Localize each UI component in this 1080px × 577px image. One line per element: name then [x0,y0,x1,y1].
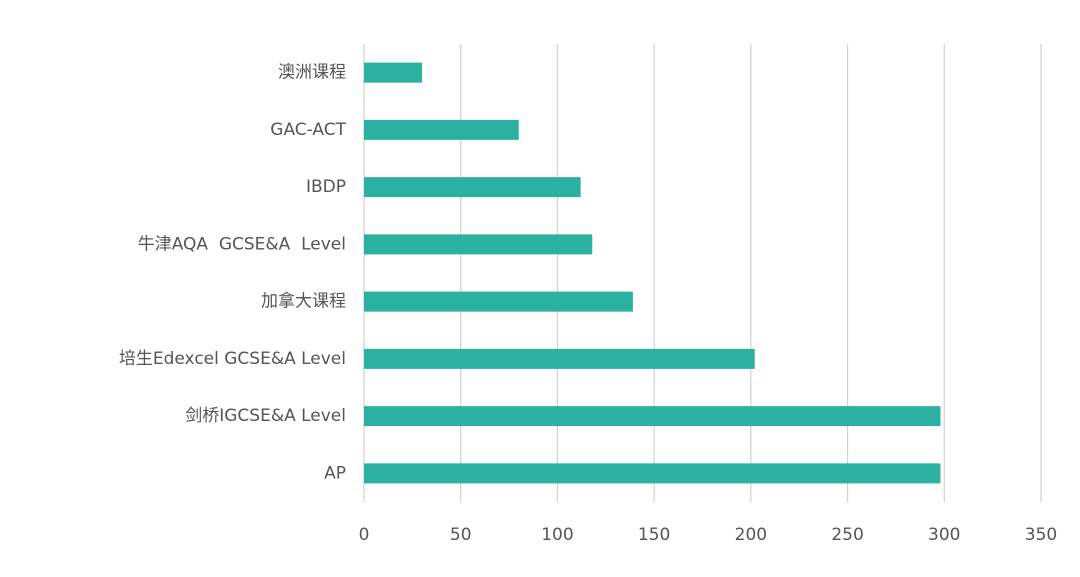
x-tick-label: 50 [450,525,472,545]
y-tick-label: 牛津AQA GCSE&A Level [138,234,346,254]
bar [364,119,519,140]
bar [364,234,593,255]
y-tick-label: 培生Edexcel GCSE&A Level [119,349,346,369]
y-tick-label: 剑桥IGCSE&A Level [185,406,346,426]
x-tick-label: 0 [359,525,370,545]
bar [364,463,941,484]
x-tick-label: 350 [1025,525,1057,545]
y-tick-label: GAC-ACT [270,120,346,140]
y-tick-label: 加拿大课程 [261,291,346,312]
y-tick-label: AP [324,463,346,483]
x-tick-label: 300 [928,525,960,545]
bar [364,406,941,427]
bar [364,291,633,312]
x-tick-label: 250 [831,525,863,545]
bar [364,177,581,198]
bar [364,62,423,83]
x-tick-label: 200 [735,525,767,545]
x-tick-label: 100 [541,525,573,545]
x-tick-label: 150 [638,525,670,545]
bar [364,348,755,369]
y-tick-label: IBDP [306,177,346,197]
y-tick-label: 澳洲课程 [278,63,346,83]
